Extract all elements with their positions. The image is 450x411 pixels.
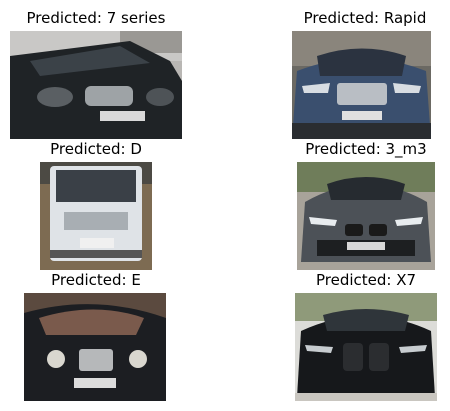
prediction-caption: Predicted: 7 series xyxy=(26,9,166,27)
car-photo-mercedes-e-class xyxy=(24,293,166,401)
prediction-caption: Predicted: 3_m3 xyxy=(305,140,427,158)
car-photo-ford-transit xyxy=(40,162,152,270)
prediction-caption: Predicted: Rapid xyxy=(303,9,427,27)
prediction-caption: Predicted: E xyxy=(51,271,141,289)
car-photo-bmw-7-series xyxy=(10,31,182,139)
car-photo-bmw-x7 xyxy=(295,293,437,401)
car-photo-bmw-m3 xyxy=(297,162,435,270)
prediction-caption: Predicted: D xyxy=(50,140,142,158)
car-photo-skoda-kodiaq xyxy=(292,31,431,139)
prediction-caption: Predicted: X7 xyxy=(315,271,417,289)
